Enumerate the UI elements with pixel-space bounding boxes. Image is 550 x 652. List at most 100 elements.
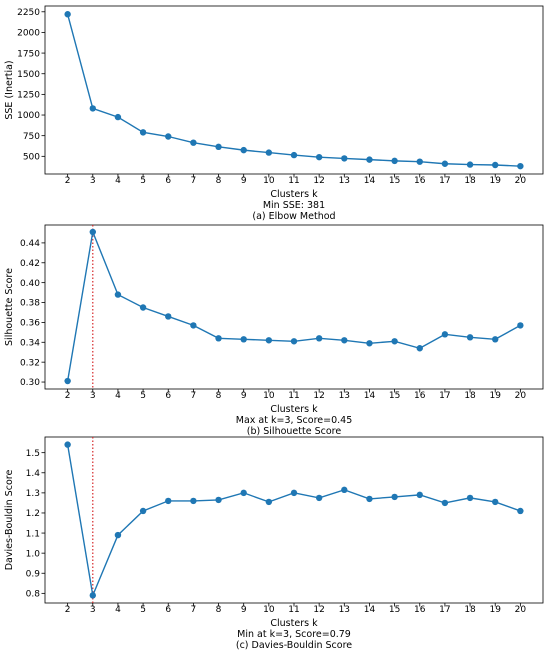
x-tick-label: 5 — [140, 391, 146, 401]
data-point — [215, 496, 222, 504]
y-tick-label: 0.44 — [20, 239, 40, 249]
data-point — [466, 161, 474, 168]
data-point — [139, 304, 147, 311]
data-point — [215, 335, 222, 342]
x-tick-label: 20 — [515, 176, 527, 186]
x-tick-label: 14 — [364, 605, 376, 615]
x-tick-label: 8 — [216, 391, 222, 401]
x-tick-label: 14 — [364, 176, 376, 186]
y-tick-label: 0.38 — [20, 299, 40, 309]
data-point — [290, 338, 298, 345]
data-point — [290, 151, 298, 159]
data-point — [89, 228, 96, 236]
chart-panel-3: 2 3 4 5 6 7 8 9 10 11 12 13 14 15 16 17 18 19 20 0.8 0.9 1.0 1… — [4, 436, 544, 651]
x-tick-label: 20 — [515, 605, 527, 615]
data-point — [240, 489, 247, 497]
x-tick-label: 10 — [263, 176, 275, 186]
x-tick-label: 19 — [489, 605, 501, 615]
x-tick-label: 10 — [263, 605, 275, 615]
data-point — [315, 335, 323, 342]
x-tick-label: 7 — [191, 391, 197, 401]
y-tick-label: 1.0 — [26, 549, 41, 559]
x-tick-label: 15 — [389, 605, 400, 615]
data-point — [240, 146, 247, 154]
data-point — [391, 493, 398, 501]
data-point — [265, 149, 273, 156]
y-tick-label: 1.1 — [26, 529, 40, 539]
x-tick-label: 19 — [489, 391, 501, 401]
x-tick-label: 16 — [414, 176, 426, 186]
y-tick-label: 1.5 — [26, 449, 40, 459]
y-tick-label: 1250 — [17, 91, 40, 101]
y-tick-label: 2000 — [17, 29, 40, 39]
data-point — [341, 337, 348, 344]
data-point — [517, 322, 524, 329]
x-tick-label: 18 — [464, 605, 476, 615]
x-tick-label: 4 — [115, 605, 121, 615]
y-tick-label: 0.40 — [20, 279, 40, 289]
x-tick-label: 11 — [288, 605, 299, 615]
x-tick-label: 12 — [313, 605, 324, 615]
data-point — [341, 155, 348, 162]
data-point — [366, 340, 373, 347]
x-axis-label: Clusters k — [270, 189, 318, 200]
data-point — [416, 158, 423, 165]
y-tick-label: 0.32 — [20, 358, 40, 368]
y-tick-label: 750 — [23, 132, 40, 142]
data-point — [215, 143, 222, 151]
data-point — [139, 129, 147, 136]
data-point — [315, 153, 323, 161]
chart-panel-1: 2 3 4 5 6 7 8 9 10 11 12 13 14 15 16 17 18 19 20 500 750 1000… — [4, 5, 544, 222]
data-point — [441, 331, 449, 338]
data-point — [165, 497, 172, 505]
chart-panel-2: 2 3 4 5 6 7 8 9 10 11 12 13 14 15 16 17 18 19 20 0.30 0.32 0.… — [4, 224, 544, 437]
x-tick-label: 5 — [140, 605, 146, 615]
data-point — [315, 494, 323, 502]
data-point — [190, 139, 197, 146]
x-tick-label: 14 — [364, 391, 376, 401]
chart-caption: (c) Davies-Bouldin Score — [236, 640, 352, 651]
x-tick-label: 6 — [165, 391, 171, 401]
y-tick-label: 1.3 — [26, 489, 40, 499]
y-tick-label: 0.9 — [26, 569, 41, 579]
series-line — [66, 444, 521, 598]
data-point — [391, 338, 398, 345]
x-tick-label: 6 — [165, 176, 171, 186]
y-axis-label: Silhouette Score — [4, 268, 15, 346]
data-point — [517, 507, 524, 515]
plot-frame — [44, 224, 544, 390]
y-tick-label: 0.36 — [20, 319, 40, 329]
data-point — [416, 491, 423, 499]
data-point — [165, 133, 172, 140]
data-point — [190, 322, 197, 329]
y-tick-label: 0.30 — [20, 378, 40, 388]
x-tick-label: 5 — [140, 176, 146, 186]
x-tick-label: 16 — [414, 391, 426, 401]
x-axis-label: Clusters k — [270, 618, 318, 629]
x-tick-label: 13 — [339, 605, 350, 615]
x-tick-label: 2 — [65, 605, 71, 615]
x-tick-label: 4 — [115, 391, 121, 401]
chart-annotation: Max at k=3, Score=0.45 — [236, 415, 353, 426]
x-tick-label: 2 — [65, 176, 71, 186]
data-point — [517, 162, 524, 170]
x-tick-label: 15 — [389, 391, 400, 401]
plot-frame — [44, 5, 544, 175]
x-tick-label: 13 — [339, 391, 350, 401]
x-tick-label: 12 — [313, 176, 324, 186]
data-point — [416, 345, 423, 352]
data-point — [265, 498, 273, 506]
x-axis-label: Clusters k — [270, 404, 318, 415]
x-tick-label: 3 — [90, 391, 96, 401]
data-point — [240, 336, 247, 343]
series-line — [66, 14, 521, 167]
x-tick-label: 13 — [339, 176, 350, 186]
y-tick-label: 0.34 — [20, 338, 40, 348]
series-line — [66, 229, 521, 382]
y-axis-label: SSE (Inertia) — [4, 60, 15, 119]
y-tick-label: 1000 — [17, 111, 40, 121]
y-tick-label: 0.8 — [26, 590, 41, 600]
data-point — [190, 497, 197, 505]
x-tick-label: 8 — [216, 176, 222, 186]
